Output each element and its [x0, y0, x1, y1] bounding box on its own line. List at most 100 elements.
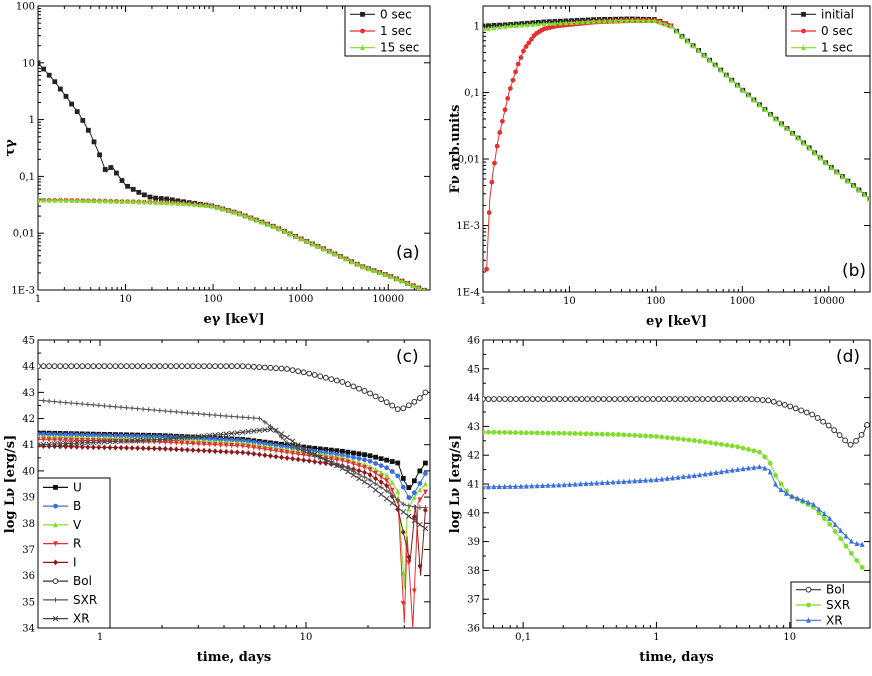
panel-3-legend-xr-label: XR — [73, 612, 90, 626]
panel-1-series-15-sec-point — [108, 198, 114, 204]
panel-3-series-bol-point — [317, 373, 324, 380]
panel-3-series-xr-point — [417, 521, 423, 528]
panel-3-series-u-point — [362, 452, 367, 458]
panel-3-series-xr-point — [306, 448, 312, 455]
panel-4-series-xr-point — [659, 476, 665, 482]
panel-4-series-bol-point — [716, 396, 722, 402]
panel-3-legend-u-marker — [53, 484, 58, 490]
panel-2-series-1-sec-point — [757, 101, 762, 108]
panel-3-ytick-label: 36 — [22, 571, 35, 582]
panel-3-legend-u-label: U — [73, 480, 82, 494]
panel-1-series-0-sec-point — [108, 165, 114, 170]
panel-3-series-i-point — [229, 449, 235, 455]
panel-4-series-bol-point — [770, 398, 777, 405]
panel-3-series-sxr-point — [168, 409, 174, 414]
panel-1-series-15-sec-point — [226, 207, 231, 213]
panel-4-series-sxr-point — [610, 431, 616, 437]
panel-4-series-xr-point — [708, 470, 713, 476]
panel-3-series-xr-point — [179, 435, 185, 441]
panel-2-series-1-sec-point — [712, 62, 718, 68]
panel-3-series-bol-point — [190, 363, 196, 370]
panel-2-series-1-sec-point — [591, 18, 596, 24]
panel-3-ytick-label: 38 — [22, 519, 35, 530]
panel-3-series-bol-point — [173, 363, 180, 370]
panel-1-series-15-sec-point — [332, 250, 338, 257]
panel-1-series-0-sec-point — [46, 72, 52, 78]
panel-2-series-1-sec-point — [497, 24, 502, 30]
panel-2-legend-initial-label: initial — [821, 7, 854, 21]
panel-4-series-sxr-point — [729, 443, 735, 449]
panel-2-series-1-sec-point — [839, 173, 845, 179]
panel-4-series-sxr-point — [529, 430, 535, 436]
panel-4-series-bol-point — [699, 396, 706, 402]
panel-1-series-15-sec-point — [147, 199, 153, 205]
panel-3-series-bol-point — [383, 399, 390, 406]
panel-4-series-xr-point — [800, 497, 806, 503]
panel-3-ytick-label: 43 — [22, 388, 35, 399]
panel-3-series-i-point — [268, 453, 273, 459]
panel-3-series-bol-point — [184, 363, 191, 370]
panel-4-series-bol-point — [759, 397, 766, 403]
panel-3-series-v-point — [395, 488, 401, 494]
panel-3-series-i-point — [306, 457, 312, 464]
panel-3-series-bol-point — [40, 363, 47, 370]
panel-3-xtick-label: 1 — [97, 632, 103, 643]
panel-3-series-bol-point — [394, 406, 401, 413]
panel-2-series-1-sec-point — [580, 19, 585, 25]
panel-3-series-bol-point — [306, 370, 313, 377]
panel-2-series-1-sec-point — [668, 23, 674, 29]
panel-3-legend-v-label: V — [73, 518, 82, 532]
panel-4-series-bol-point — [617, 396, 624, 402]
panel-3-series-b-point — [384, 465, 390, 471]
panel-3-legend-i-label: I — [73, 555, 77, 569]
panel-2-series-0-sec-point — [528, 36, 534, 42]
panel-3-series-u-point — [339, 448, 345, 454]
panel-3-series-xr-point — [234, 430, 240, 436]
panel-1-series-15-sec-point — [203, 202, 209, 208]
panel-4-series-bol-point — [820, 418, 827, 425]
panel-4-series-bol-point — [710, 396, 717, 402]
panel-3-series-bol-line — [38, 365, 426, 410]
panel-4-series-bol-point — [628, 396, 635, 402]
panel-2-series-1-sec-point — [762, 106, 768, 112]
panel-3-series-sxr-point — [52, 399, 58, 405]
panel-1-series-15-sec-point — [63, 197, 69, 203]
panel-3-series-sxr-point — [411, 504, 417, 510]
panel-1-series-15-sec-point — [86, 197, 91, 204]
panel-3-series-xr-point — [140, 437, 146, 444]
panel-3-series-sxr-point — [157, 408, 163, 413]
panel-2-series-1-sec-point — [596, 18, 602, 24]
panel-3-series-bol-point — [411, 398, 418, 405]
panel-2: 1 10 100 1000 10000 1E-4 1E-3 0,01 0,1 1 eγ [keV] F… — [448, 5, 871, 329]
panel-1-series-0-sec-point — [58, 86, 63, 92]
panel-1-series-15-sec-point — [158, 199, 164, 206]
panel-4-series-xr-point — [540, 482, 545, 489]
panel-3-series-bol-point — [212, 363, 219, 370]
panel-3-series-sxr-point — [196, 411, 201, 417]
panel-4-series-xr-point — [849, 538, 854, 544]
panel-3-series-xr-point — [168, 435, 174, 442]
panel-1-series-0-sec-point — [80, 118, 86, 123]
panel-3-series-r-point — [96, 438, 102, 444]
panel-4-series-bol-point — [551, 396, 558, 402]
panel-3-series-bol-point — [350, 383, 357, 390]
panel-4-ytick-label: 40 — [467, 508, 480, 519]
panel-3-series-r-point — [52, 437, 58, 443]
panel-1-series-15-sec-point — [46, 197, 52, 203]
panel-4-series-bol-point — [633, 396, 640, 402]
panel-2-series-1-sec-point — [812, 149, 818, 156]
panel-3-series-xr-point — [51, 441, 58, 447]
panel-3-series-sxr-point — [268, 423, 273, 429]
panel-4-series-sxr-point — [486, 429, 491, 435]
panel-1-series-0-sec-point — [69, 101, 74, 107]
panel-4-ytick-label: 37 — [467, 595, 480, 606]
panel-4-series-bol-point — [518, 396, 525, 402]
panel-3-series-r-point — [339, 458, 345, 464]
panel-1-ytick-label: 10 — [22, 58, 35, 69]
panel-4-series-sxr-point — [513, 430, 518, 436]
panel-3-series-xr-point — [262, 427, 268, 433]
panel-3-series-xr-point — [201, 433, 207, 439]
panel-4-series-xr-point — [567, 481, 573, 487]
panel-3-series-r-point — [378, 474, 384, 480]
panel-3-series-sxr-point — [378, 484, 384, 490]
